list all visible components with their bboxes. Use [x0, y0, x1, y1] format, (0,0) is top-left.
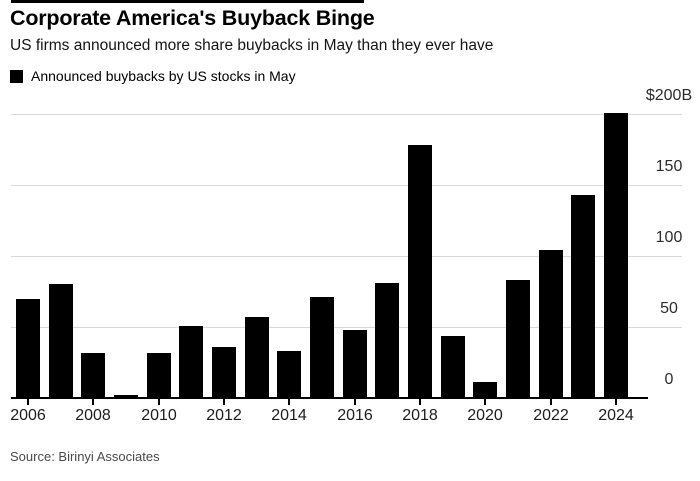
bar-2019	[441, 336, 465, 398]
source-note: Source: Birinyi Associates	[10, 449, 160, 464]
x-axis-tick-2018	[419, 399, 421, 405]
bar-2013	[245, 317, 269, 398]
bar-2012	[212, 347, 236, 398]
x-axis-tick-2008	[92, 399, 94, 405]
x-axis-tick-2020	[484, 399, 486, 405]
x-axis-tick-2010	[158, 399, 160, 405]
x-axis-label-2010: 2010	[141, 407, 177, 424]
x-axis-label-2006: 2006	[10, 407, 46, 424]
x-axis-tick-2024	[615, 399, 617, 405]
x-axis-label-2018: 2018	[402, 407, 438, 424]
bar-2015	[310, 297, 334, 398]
x-axis-tick-2014	[288, 399, 290, 405]
x-axis-tick-2016	[354, 399, 356, 405]
x-axis-label-2024: 2024	[598, 407, 634, 424]
legend-marker-square	[10, 69, 23, 83]
bar-2008	[81, 353, 105, 398]
x-axis-label-2014: 2014	[271, 407, 307, 424]
bar-2011	[179, 326, 203, 398]
legend: Announced buybacks by US stocks in May	[10, 68, 296, 84]
bar-2006	[16, 299, 40, 398]
x-axis-label-2012: 2012	[206, 407, 242, 424]
chart-title: Corporate America's Buyback Binge	[10, 6, 375, 30]
y-axis-label-50: 50	[660, 300, 678, 317]
gridline-150	[11, 185, 682, 186]
gridline-50	[11, 327, 682, 328]
x-axis-line	[11, 397, 648, 399]
bar-2022	[539, 250, 563, 398]
x-axis-tick-2012	[223, 399, 225, 405]
bar-2021	[506, 280, 530, 398]
x-axis-label-2016: 2016	[337, 407, 373, 424]
bar-2024	[604, 113, 628, 398]
bar-2023	[571, 195, 595, 398]
x-axis-tick-2022	[550, 399, 552, 405]
bar-2020	[473, 382, 497, 398]
chart-subtitle: US firms announced more share buybacks i…	[10, 37, 494, 54]
x-axis-label-2020: 2020	[467, 407, 503, 424]
bar-2007	[49, 284, 73, 398]
bar-2014	[277, 351, 301, 398]
bar-2016	[343, 330, 367, 398]
x-axis-label-2008: 2008	[75, 407, 111, 424]
gridline-100	[11, 256, 682, 257]
y-axis-label-100: 100	[655, 229, 683, 246]
gridline-200	[11, 114, 682, 115]
x-axis-tick-2006	[27, 399, 29, 405]
x-axis-label-2022: 2022	[533, 407, 569, 424]
y-axis-label-150: 150	[655, 158, 683, 175]
bar-2018	[408, 145, 432, 398]
bar-2017	[375, 283, 399, 398]
bar-2010	[147, 353, 171, 398]
legend-label: Announced buybacks by US stocks in May	[31, 68, 296, 84]
bar-2009	[114, 395, 138, 398]
y-axis-label-0: 0	[664, 371, 674, 388]
top-rule	[11, 0, 364, 3]
y-axis-label-200: $200B	[645, 87, 693, 104]
